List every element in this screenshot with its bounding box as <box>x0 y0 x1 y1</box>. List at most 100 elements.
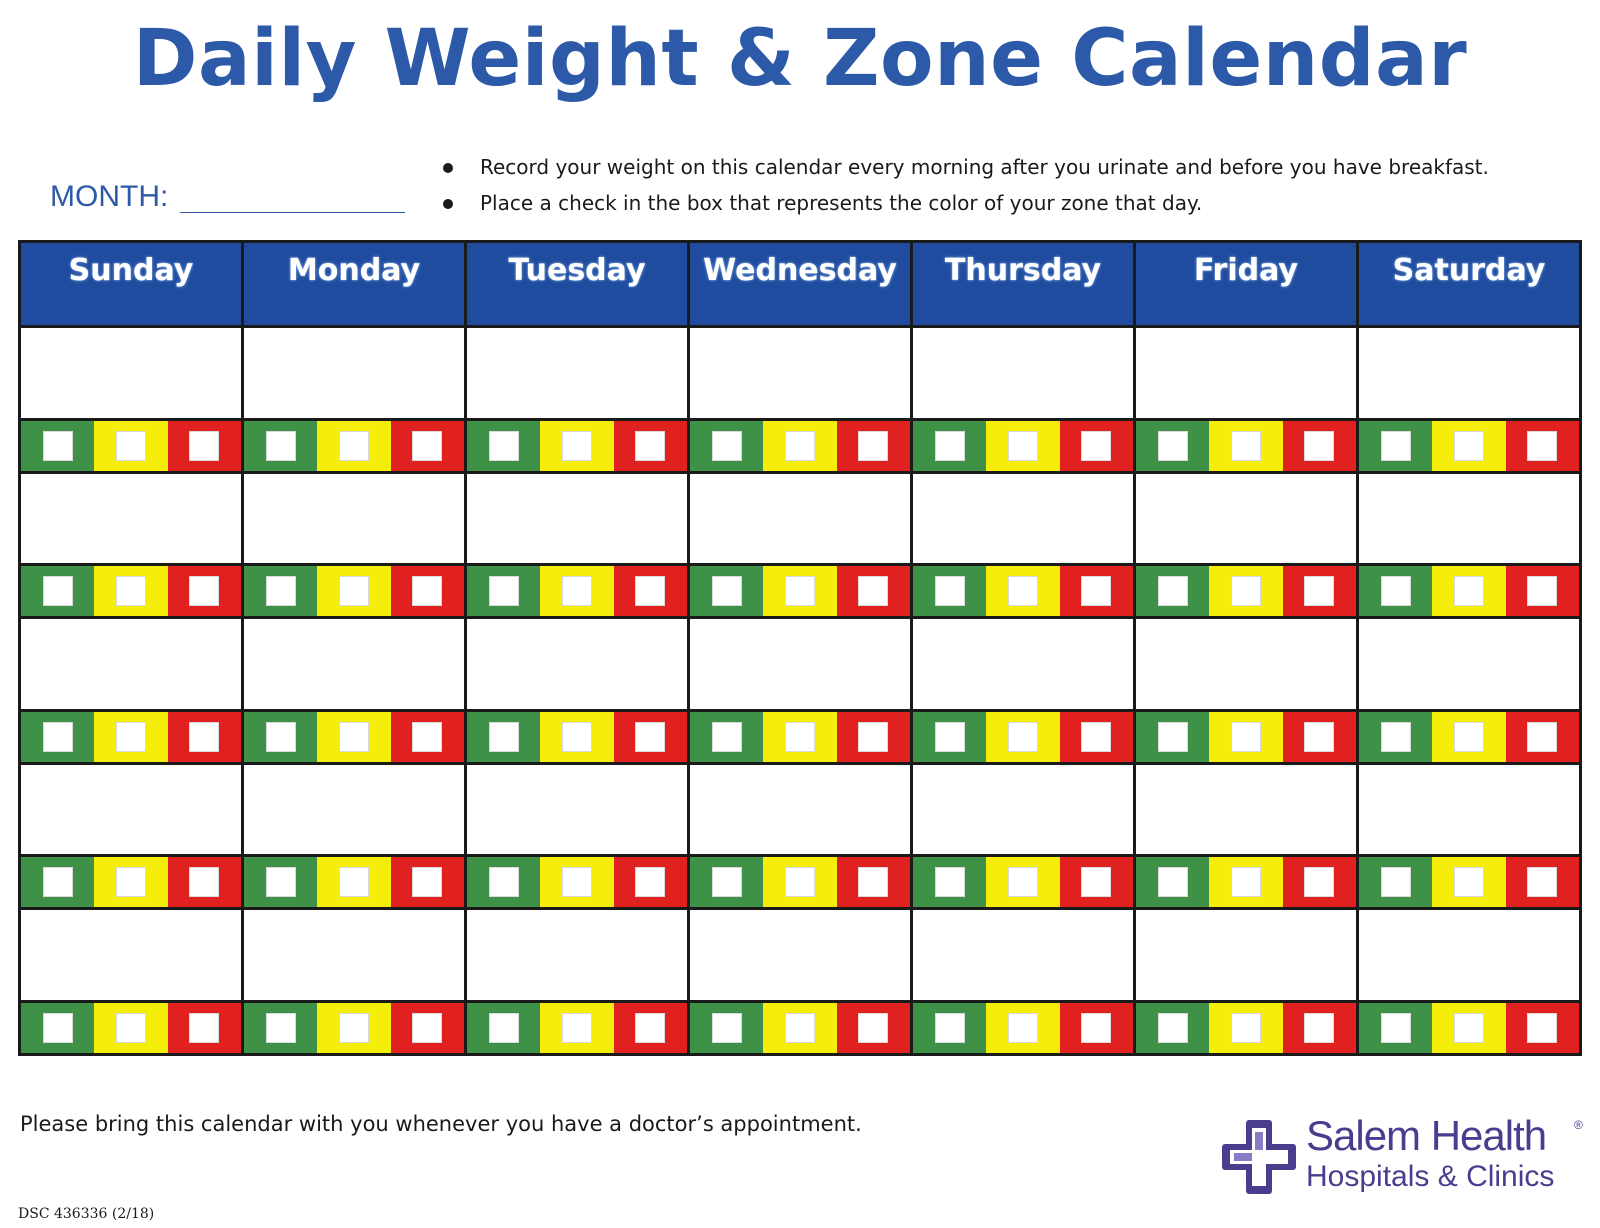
weight-entry-area[interactable] <box>913 765 1133 855</box>
red-zone-checkbox[interactable] <box>189 576 220 607</box>
green-zone-checkbox[interactable] <box>42 721 73 752</box>
yellow-zone-checkbox[interactable] <box>1007 430 1038 461</box>
yellow-zone-checkbox[interactable] <box>561 867 592 898</box>
yellow-zone-checkbox[interactable] <box>561 576 592 607</box>
green-zone-checkbox[interactable] <box>488 576 519 607</box>
green-zone-checkbox[interactable] <box>265 721 296 752</box>
red-zone-checkbox[interactable] <box>412 721 443 752</box>
green-zone-checkbox[interactable] <box>1380 721 1411 752</box>
red-zone-checkbox[interactable] <box>1527 576 1558 607</box>
red-zone-checkbox[interactable] <box>412 430 443 461</box>
yellow-zone-checkbox[interactable] <box>1230 721 1261 752</box>
red-zone-checkbox[interactable] <box>1527 867 1558 898</box>
red-zone-checkbox[interactable] <box>1081 1013 1112 1043</box>
weight-entry-area[interactable] <box>690 474 910 564</box>
green-zone-checkbox[interactable] <box>934 576 965 607</box>
green-zone-checkbox[interactable] <box>42 430 73 461</box>
green-zone-checkbox[interactable] <box>711 721 742 752</box>
green-zone-checkbox[interactable] <box>42 867 73 898</box>
yellow-zone-checkbox[interactable] <box>115 576 146 607</box>
weight-entry-area[interactable] <box>1136 474 1356 564</box>
yellow-zone-checkbox[interactable] <box>338 1013 369 1043</box>
green-zone-checkbox[interactable] <box>265 1013 296 1043</box>
red-zone-checkbox[interactable] <box>412 867 443 898</box>
green-zone-checkbox[interactable] <box>1157 1013 1188 1043</box>
weight-entry-area[interactable] <box>690 328 910 418</box>
yellow-zone-checkbox[interactable] <box>784 1013 815 1043</box>
green-zone-checkbox[interactable] <box>1157 721 1188 752</box>
green-zone-checkbox[interactable] <box>934 721 965 752</box>
weight-entry-area[interactable] <box>913 474 1133 564</box>
red-zone-checkbox[interactable] <box>412 576 443 607</box>
month-field[interactable] <box>180 212 405 213</box>
yellow-zone-checkbox[interactable] <box>1230 867 1261 898</box>
red-zone-checkbox[interactable] <box>1527 430 1558 461</box>
green-zone-checkbox[interactable] <box>934 867 965 898</box>
red-zone-checkbox[interactable] <box>1081 576 1112 607</box>
yellow-zone-checkbox[interactable] <box>1007 867 1038 898</box>
yellow-zone-checkbox[interactable] <box>115 721 146 752</box>
yellow-zone-checkbox[interactable] <box>1453 576 1484 607</box>
red-zone-checkbox[interactable] <box>858 867 889 898</box>
weight-entry-area[interactable] <box>21 910 241 1000</box>
green-zone-checkbox[interactable] <box>711 430 742 461</box>
red-zone-checkbox[interactable] <box>1304 576 1335 607</box>
yellow-zone-checkbox[interactable] <box>784 721 815 752</box>
weight-entry-area[interactable] <box>1136 910 1356 1000</box>
weight-entry-area[interactable] <box>1359 619 1579 709</box>
weight-entry-area[interactable] <box>467 328 687 418</box>
green-zone-checkbox[interactable] <box>1380 867 1411 898</box>
green-zone-checkbox[interactable] <box>1380 576 1411 607</box>
weight-entry-area[interactable] <box>244 910 464 1000</box>
yellow-zone-checkbox[interactable] <box>1453 867 1484 898</box>
yellow-zone-checkbox[interactable] <box>1230 1013 1261 1043</box>
green-zone-checkbox[interactable] <box>1380 430 1411 461</box>
weight-entry-area[interactable] <box>690 910 910 1000</box>
yellow-zone-checkbox[interactable] <box>1453 1013 1484 1043</box>
red-zone-checkbox[interactable] <box>635 721 666 752</box>
green-zone-checkbox[interactable] <box>265 576 296 607</box>
yellow-zone-checkbox[interactable] <box>1230 430 1261 461</box>
weight-entry-area[interactable] <box>244 474 464 564</box>
weight-entry-area[interactable] <box>467 474 687 564</box>
red-zone-checkbox[interactable] <box>189 867 220 898</box>
red-zone-checkbox[interactable] <box>635 430 666 461</box>
red-zone-checkbox[interactable] <box>858 430 889 461</box>
yellow-zone-checkbox[interactable] <box>338 576 369 607</box>
yellow-zone-checkbox[interactable] <box>784 430 815 461</box>
weight-entry-area[interactable] <box>1359 474 1579 564</box>
green-zone-checkbox[interactable] <box>488 721 519 752</box>
weight-entry-area[interactable] <box>1136 765 1356 855</box>
red-zone-checkbox[interactable] <box>635 1013 666 1043</box>
weight-entry-area[interactable] <box>244 765 464 855</box>
yellow-zone-checkbox[interactable] <box>1007 1013 1038 1043</box>
red-zone-checkbox[interactable] <box>1304 430 1335 461</box>
weight-entry-area[interactable] <box>1136 619 1356 709</box>
red-zone-checkbox[interactable] <box>1304 721 1335 752</box>
green-zone-checkbox[interactable] <box>1157 430 1188 461</box>
yellow-zone-checkbox[interactable] <box>115 430 146 461</box>
green-zone-checkbox[interactable] <box>711 576 742 607</box>
yellow-zone-checkbox[interactable] <box>784 576 815 607</box>
weight-entry-area[interactable] <box>913 910 1133 1000</box>
red-zone-checkbox[interactable] <box>189 721 220 752</box>
weight-entry-area[interactable] <box>467 619 687 709</box>
weight-entry-area[interactable] <box>21 474 241 564</box>
yellow-zone-checkbox[interactable] <box>1453 430 1484 461</box>
red-zone-checkbox[interactable] <box>1081 867 1112 898</box>
green-zone-checkbox[interactable] <box>488 867 519 898</box>
yellow-zone-checkbox[interactable] <box>115 1013 146 1043</box>
yellow-zone-checkbox[interactable] <box>1230 576 1261 607</box>
yellow-zone-checkbox[interactable] <box>338 430 369 461</box>
red-zone-checkbox[interactable] <box>635 867 666 898</box>
green-zone-checkbox[interactable] <box>934 430 965 461</box>
weight-entry-area[interactable] <box>467 765 687 855</box>
green-zone-checkbox[interactable] <box>42 1013 73 1043</box>
green-zone-checkbox[interactable] <box>1157 867 1188 898</box>
red-zone-checkbox[interactable] <box>858 576 889 607</box>
red-zone-checkbox[interactable] <box>1081 430 1112 461</box>
weight-entry-area[interactable] <box>1359 328 1579 418</box>
weight-entry-area[interactable] <box>21 619 241 709</box>
yellow-zone-checkbox[interactable] <box>338 867 369 898</box>
yellow-zone-checkbox[interactable] <box>784 867 815 898</box>
